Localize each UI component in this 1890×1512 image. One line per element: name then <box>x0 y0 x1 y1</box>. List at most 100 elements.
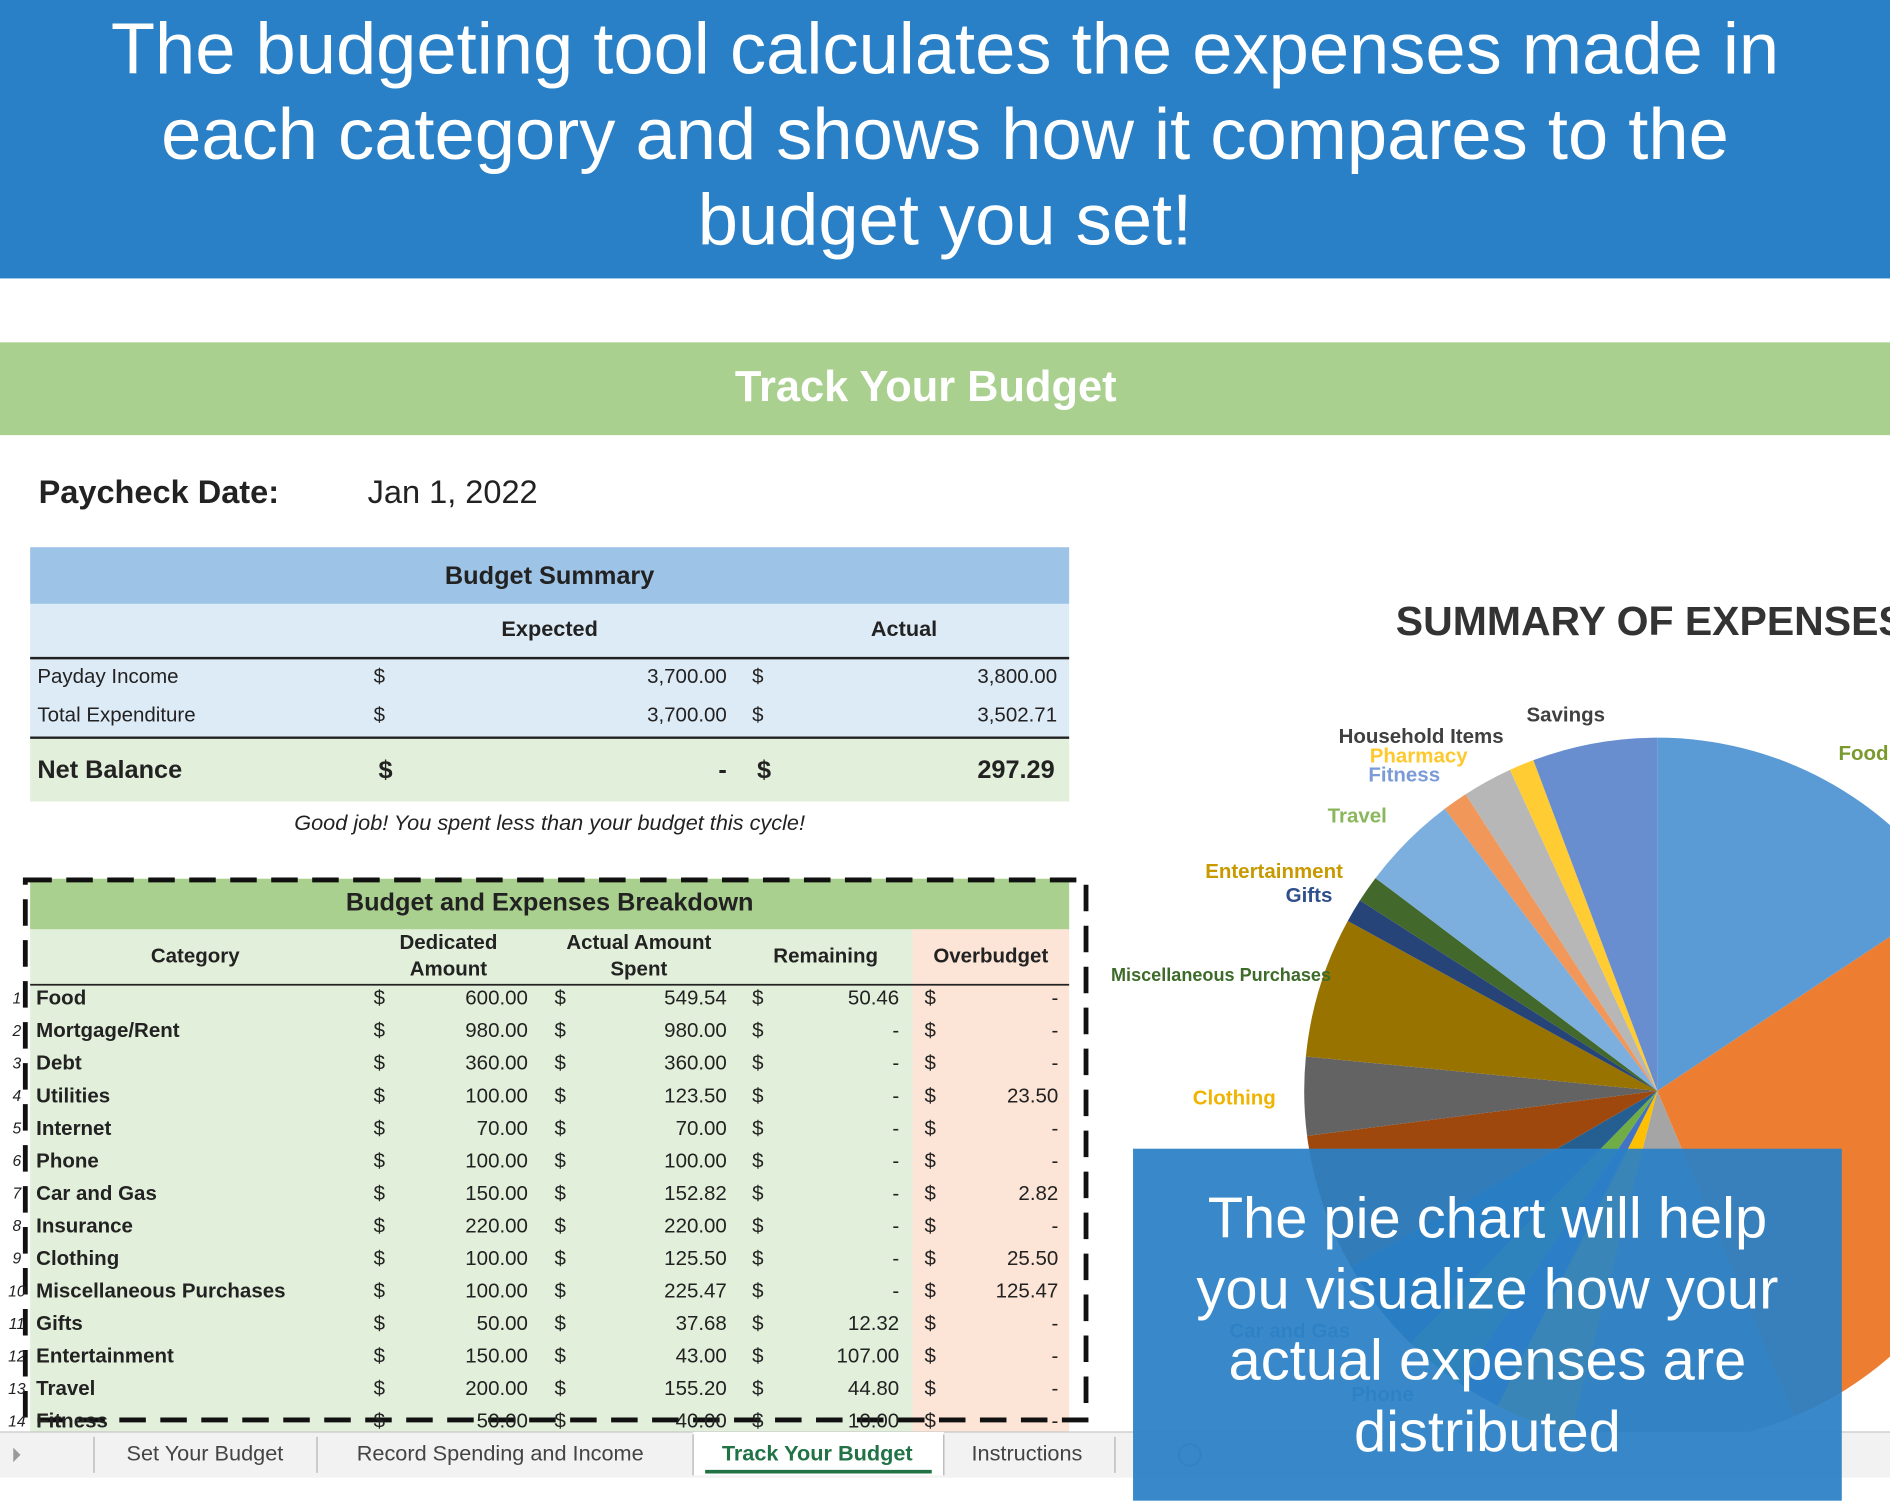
cell-value: 225.47 <box>664 1280 727 1303</box>
cell-value: - <box>892 1182 899 1205</box>
currency: $ <box>554 1117 566 1140</box>
cell-value: 10.00 <box>848 1410 899 1433</box>
pie-slice <box>1509 760 1658 1091</box>
row-label: Net Balance <box>37 756 182 784</box>
summary-header <box>30 547 1070 604</box>
row-index: 1 <box>13 990 22 1007</box>
currency: $ <box>554 987 566 1010</box>
currency: $ <box>752 1280 764 1303</box>
currency: $ <box>925 1084 937 1107</box>
sheet-tab[interactable]: Track Your Budget <box>722 1441 913 1466</box>
sheet-tab[interactable]: Set Your Budget <box>127 1441 284 1466</box>
cell-value: - <box>1051 1019 1058 1042</box>
currency: $ <box>925 1117 937 1140</box>
cell-value: 600.00 <box>465 987 528 1010</box>
title-bar <box>0 342 1890 436</box>
pie-label: Travel <box>1328 805 1387 828</box>
currency: $ <box>374 1149 386 1172</box>
scroll-arrow[interactable] <box>13 1447 21 1463</box>
sheet-tab[interactable]: Record Spending and Income <box>357 1441 644 1466</box>
cell-value: 360.00 <box>664 1052 727 1075</box>
column-header: Expected <box>501 616 597 641</box>
cell-value: 12.32 <box>848 1312 899 1335</box>
cell-value: - <box>892 1117 899 1140</box>
cell-value: - <box>1051 1410 1058 1433</box>
cell-value: 220.00 <box>465 1214 528 1237</box>
row-index: 3 <box>13 1055 22 1072</box>
row-index: 4 <box>13 1088 22 1105</box>
row-index: 8 <box>13 1218 22 1235</box>
row-index: 14 <box>8 1413 26 1430</box>
summary-title: Budget Summary <box>445 562 654 590</box>
currency: $ <box>554 1345 566 1368</box>
category: Miscellaneous Purchases <box>36 1280 285 1303</box>
currency: $ <box>757 756 771 784</box>
currency: $ <box>554 1280 566 1303</box>
currency: $ <box>925 1377 937 1400</box>
banner-text: each category and shows how it compares … <box>161 95 1729 175</box>
currency: $ <box>554 1214 566 1237</box>
currency: $ <box>752 1345 764 1368</box>
row-index: 9 <box>13 1251 22 1268</box>
currency: $ <box>925 1019 937 1042</box>
category: Phone <box>36 1149 99 1172</box>
category: Gifts <box>36 1312 83 1335</box>
cell-value: 70.00 <box>477 1117 528 1140</box>
cell-value: - <box>1051 1214 1058 1237</box>
banner-text: budget you set! <box>698 181 1193 261</box>
cell-value: 100.00 <box>664 1149 727 1172</box>
category: Fitness <box>36 1410 108 1433</box>
cell-value: 25.50 <box>1007 1247 1058 1270</box>
cell-value: 980.00 <box>664 1019 727 1042</box>
row-index: 2 <box>12 1023 22 1040</box>
column-header: Actual Amount <box>566 931 711 954</box>
currency: $ <box>374 1214 386 1237</box>
row-label: Payday Income <box>37 665 178 688</box>
category: Clothing <box>36 1247 119 1270</box>
callout-text: The pie chart will help <box>1208 1187 1767 1251</box>
currency: $ <box>374 1345 386 1368</box>
currency: $ <box>925 987 937 1010</box>
breakdown-title: Budget and Expenses Breakdown <box>346 889 754 917</box>
banner-text: The budgeting tool calculates the expens… <box>111 9 1779 89</box>
row-index: 12 <box>8 1348 26 1365</box>
cell-value: - <box>892 1019 899 1042</box>
cell-value: 125.50 <box>664 1247 727 1270</box>
currency: $ <box>925 1312 937 1335</box>
category: Insurance <box>36 1214 133 1237</box>
pie-label: Miscellaneous Purchases <box>1111 965 1331 985</box>
sheet-title: Track Your Budget <box>735 363 1117 411</box>
breakdown-body <box>30 929 913 1432</box>
net-row <box>30 737 1070 802</box>
pie-slice <box>1305 920 1658 1091</box>
cell-value: 40.00 <box>676 1410 727 1433</box>
sheet-tab[interactable]: Instructions <box>972 1441 1083 1466</box>
active-tab-bg <box>693 1431 944 1476</box>
cell-value: 100.00 <box>465 1280 528 1303</box>
currency: $ <box>752 1117 764 1140</box>
callout-text: you visualize how your <box>1196 1258 1778 1322</box>
currency: $ <box>374 1182 386 1205</box>
cell-value: 297.29 <box>977 756 1054 784</box>
cell-value: - <box>892 1052 899 1075</box>
cell-value: 152.82 <box>664 1182 727 1205</box>
category: Food <box>36 987 86 1010</box>
cell-value: 107.00 <box>837 1345 900 1368</box>
tab-separators <box>93 1434 1116 1476</box>
currency: $ <box>378 756 392 784</box>
category: Utilities <box>36 1084 110 1107</box>
cell-value: 50.46 <box>848 987 899 1010</box>
chart-title: SUMMARY OF EXPENSES <box>1396 598 1890 644</box>
row-label: Total Expenditure <box>37 703 195 726</box>
column-header: Amount <box>410 958 488 981</box>
currency: $ <box>752 1019 764 1042</box>
callout-text: actual expenses are <box>1229 1329 1747 1393</box>
currency: $ <box>925 1052 937 1075</box>
currency: $ <box>925 1345 937 1368</box>
currency: $ <box>925 1410 937 1433</box>
cell-value: 100.00 <box>465 1247 528 1270</box>
currency: $ <box>374 1117 386 1140</box>
currency: $ <box>752 1377 764 1400</box>
cell-value: 155.20 <box>664 1377 727 1400</box>
